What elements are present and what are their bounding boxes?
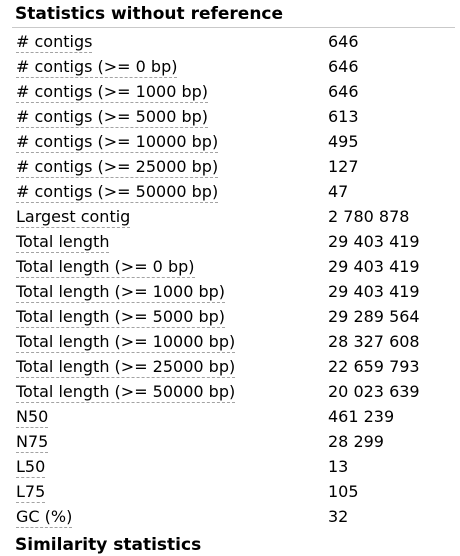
table-row: Total length (>= 1000 bp) 29 403 419 [0, 280, 460, 305]
metric-value: 105 [328, 482, 359, 501]
metric-label[interactable]: Total length (>= 10000 bp) [16, 332, 236, 353]
table-row: N75 28 299 [0, 430, 460, 455]
table-row: # contigs (>= 5000 bp) 613 [0, 105, 460, 130]
metric-value: 29 403 419 [328, 257, 420, 276]
metric-label[interactable]: GC (%) [16, 507, 73, 528]
metric-value: 32 [328, 507, 349, 526]
metric-label[interactable]: # contigs (>= 0 bp) [16, 57, 178, 78]
title-divider [12, 27, 455, 28]
metric-label[interactable]: # contigs (>= 10000 bp) [16, 132, 219, 153]
table-row: # contigs (>= 0 bp) 646 [0, 55, 460, 80]
metric-value: 20 023 639 [328, 382, 420, 401]
metric-label[interactable]: # contigs [16, 32, 93, 53]
metric-label[interactable]: Total length (>= 25000 bp) [16, 357, 236, 378]
metric-value: 22 659 793 [328, 357, 420, 376]
table-row: Total length (>= 50000 bp) 20 023 639 [0, 380, 460, 405]
metric-value: 461 239 [328, 407, 395, 426]
table-row: # contigs (>= 1000 bp) 646 [0, 80, 460, 105]
metric-label[interactable]: L50 [16, 457, 46, 478]
metric-label[interactable]: # contigs (>= 50000 bp) [16, 182, 219, 203]
metric-label[interactable]: Total length (>= 5000 bp) [16, 307, 226, 328]
table-row: L50 13 [0, 455, 460, 480]
metric-label[interactable]: N75 [16, 432, 49, 453]
metric-value: 646 [328, 82, 359, 101]
metric-value: 495 [328, 132, 359, 151]
metric-label[interactable]: Total length [16, 232, 110, 253]
metric-label[interactable]: # contigs (>= 5000 bp) [16, 107, 209, 128]
metric-label[interactable]: # contigs (>= 1000 bp) [16, 82, 209, 103]
table-row: Largest contig 2 780 878 [0, 205, 460, 230]
metric-label[interactable]: # contigs (>= 25000 bp) [16, 157, 219, 178]
metric-value: 29 403 419 [328, 232, 420, 251]
table-row: Total length (>= 25000 bp) 22 659 793 [0, 355, 460, 380]
metric-value: 646 [328, 57, 359, 76]
metric-value: 646 [328, 32, 359, 51]
metric-value: 47 [328, 182, 349, 201]
table-row: # contigs (>= 50000 bp) 47 [0, 180, 460, 205]
metric-value: 127 [328, 157, 359, 176]
metric-label[interactable]: N50 [16, 407, 49, 428]
table-row: # contigs (>= 10000 bp) 495 [0, 130, 460, 155]
metric-value: 28 299 [328, 432, 384, 451]
table-row: GC (%) 32 [0, 505, 460, 530]
table-row: # contigs (>= 25000 bp) 127 [0, 155, 460, 180]
metric-label[interactable]: Total length (>= 1000 bp) [16, 282, 226, 303]
table-row: N50 461 239 [0, 405, 460, 430]
table-row: Total length (>= 0 bp) 29 403 419 [0, 255, 460, 280]
metric-label[interactable]: L75 [16, 482, 46, 503]
metric-label[interactable]: Total length (>= 0 bp) [16, 257, 195, 278]
metric-value: 29 289 564 [328, 307, 420, 326]
metric-value: 29 403 419 [328, 282, 420, 301]
section-title: Statistics without reference [15, 4, 284, 24]
metric-value: 2 780 878 [328, 207, 410, 226]
metric-value: 13 [328, 457, 349, 476]
table-row: Total length (>= 5000 bp) 29 289 564 [0, 305, 460, 330]
table-row: Total length 29 403 419 [0, 230, 460, 255]
table-row: # contigs 646 [0, 30, 460, 55]
table-row: Total length (>= 10000 bp) 28 327 608 [0, 330, 460, 355]
metric-value: 28 327 608 [328, 332, 420, 351]
metric-label[interactable]: Largest contig [16, 207, 131, 228]
next-section-title: Similarity statistics [15, 535, 202, 555]
metric-value: 613 [328, 107, 359, 126]
metric-label[interactable]: Total length (>= 50000 bp) [16, 382, 236, 403]
table-row: L75 105 [0, 480, 460, 505]
stats-table: # contigs 646 # contigs (>= 0 bp) 646 # cont… [0, 30, 460, 530]
